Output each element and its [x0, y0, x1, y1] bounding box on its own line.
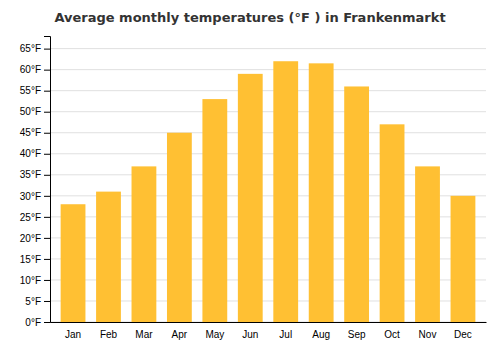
x-tick-label: Mar — [135, 329, 153, 340]
y-tick: 50°F — [20, 106, 50, 117]
plot: 0°F 5°F 10°F 15°F 20°F 25°F 30°F 35°F 40°F 45°F 50… — [20, 37, 487, 341]
x-tick: Apr — [172, 329, 188, 340]
grid-line — [50, 90, 486, 91]
x-tick-label: Nov — [419, 329, 437, 340]
x-tick-label: Apr — [172, 329, 188, 340]
x-axis-line — [51, 322, 487, 323]
y-tick: 65°F — [20, 43, 50, 54]
bar — [344, 86, 369, 322]
y-tick-mark — [44, 112, 50, 113]
bar — [61, 204, 86, 322]
chart: Average monthly temperatures (°F ) in Fr… — [0, 0, 500, 350]
y-tick-label: 25°F — [20, 212, 41, 223]
x-tick: Jun — [242, 329, 258, 340]
y-tick-label: 10°F — [20, 275, 41, 286]
bar — [238, 74, 263, 322]
x-tick-label: Feb — [100, 329, 118, 340]
y-tick: 30°F — [20, 191, 50, 202]
y-tick-label: 40°F — [20, 148, 41, 159]
x-axis: Jan Feb Mar Apr May Jun Jul Aug Sep Oct Nov Dec — [51, 323, 487, 341]
y-tick-mark — [44, 217, 50, 218]
y-tick-label: 45°F — [20, 127, 41, 138]
y-tick-label: 15°F — [20, 254, 41, 265]
y-tick-mark — [44, 154, 50, 155]
y-tick-mark — [44, 301, 50, 302]
bar — [273, 61, 298, 322]
x-tick: Aug — [312, 329, 330, 340]
x-tick-label: Dec — [454, 329, 472, 340]
x-tick: Jul — [279, 329, 292, 340]
bar — [451, 196, 476, 322]
bar — [202, 99, 227, 322]
x-tick: Jan — [65, 329, 81, 340]
y-tick-mark — [44, 49, 50, 50]
y-tick: 35°F — [20, 169, 50, 180]
y-tick-label: 0°F — [25, 317, 41, 328]
y-axis: 0°F 5°F 10°F 15°F 20°F 25°F 30°F 35°F 40°F 45°F 50… — [20, 37, 51, 328]
x-tick: Sep — [348, 329, 366, 340]
x-tick-label: Aug — [312, 329, 330, 340]
bar — [167, 133, 192, 322]
bar — [380, 124, 405, 322]
grid-line — [50, 153, 486, 154]
y-tick-mark — [44, 70, 50, 71]
grid-line — [50, 48, 486, 49]
x-tick: Oct — [384, 329, 400, 340]
y-tick: 60°F — [20, 64, 50, 75]
x-tick-label: Jan — [65, 329, 81, 340]
bars — [61, 61, 476, 322]
y-tick-mark — [44, 322, 50, 323]
x-tick-label: May — [205, 329, 224, 340]
y-tick: 40°F — [20, 148, 50, 159]
y-tick: 15°F — [20, 254, 50, 265]
y-tick-mark — [44, 238, 50, 239]
y-tick-mark — [44, 259, 50, 260]
y-tick: 0°F — [25, 317, 50, 328]
y-tick: 10°F — [20, 275, 50, 286]
x-tick: May — [205, 329, 224, 340]
grid — [50, 49, 486, 322]
y-tick-mark — [44, 196, 50, 197]
x-tick: Mar — [135, 329, 153, 340]
grid-line — [50, 69, 486, 70]
bar — [415, 166, 440, 322]
y-tick-label: 65°F — [20, 43, 41, 54]
y-tick-mark — [44, 91, 50, 92]
y-tick: 5°F — [25, 296, 50, 307]
y-tick-label: 60°F — [20, 64, 41, 75]
grid-line — [50, 132, 486, 133]
title: Average monthly temperatures (°F ) in Fr… — [54, 10, 445, 25]
x-tick-label: Jul — [279, 329, 292, 340]
x-tick: Feb — [100, 329, 118, 340]
bar — [309, 63, 334, 322]
y-tick-mark — [44, 133, 50, 134]
y-tick-mark — [44, 280, 50, 281]
y-tick: 20°F — [20, 233, 50, 244]
y-tick: 25°F — [20, 212, 50, 223]
x-tick-label: Jun — [242, 329, 258, 340]
y-tick-label: 20°F — [20, 233, 41, 244]
x-tick-label: Oct — [384, 329, 400, 340]
y-tick-label: 35°F — [20, 169, 41, 180]
y-tick-mark — [44, 175, 50, 176]
bar — [96, 192, 121, 322]
y-tick-label: 5°F — [25, 296, 41, 307]
y-tick: 45°F — [20, 127, 50, 138]
x-tick-label: Sep — [348, 329, 366, 340]
bar — [132, 166, 157, 322]
grid-line — [50, 111, 486, 112]
x-tick: Nov — [419, 329, 437, 340]
y-tick-label: 55°F — [20, 85, 41, 96]
y-tick: 55°F — [20, 85, 50, 96]
y-tick-label: 50°F — [20, 106, 41, 117]
y-axis-line — [44, 37, 51, 323]
y-tick-label: 30°F — [20, 191, 41, 202]
x-tick: Dec — [454, 329, 472, 340]
